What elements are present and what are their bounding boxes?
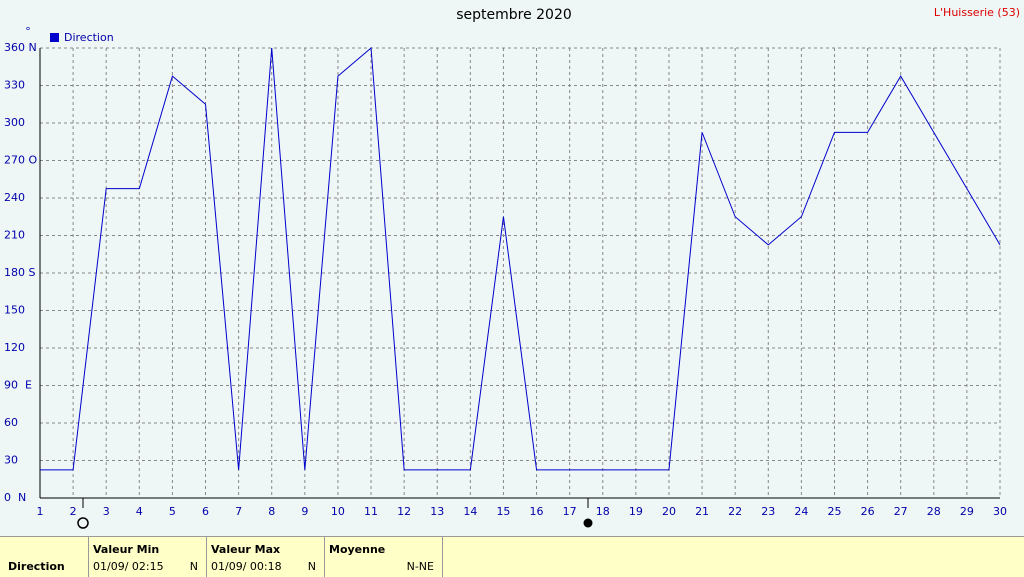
x-tick-label: 1 (37, 505, 44, 518)
y-tick-label: 90 E (4, 379, 32, 392)
x-tick-label: 27 (894, 505, 908, 518)
y-unit: ° (25, 25, 31, 38)
column-header: Valeur Min (93, 543, 160, 556)
y-tick-label: 360 N (4, 41, 37, 54)
min-cell: Valeur Min 01/09/ 02:15 N (88, 537, 207, 577)
x-tick-label: 17 (563, 505, 577, 518)
summary-table: Direction Valeur Min 01/09/ 02:15 N Vale… (0, 536, 1024, 577)
x-tick-label: 15 (496, 505, 510, 518)
mean-cell: Moyenne N-NE (324, 537, 443, 577)
y-tick-label: 210 (4, 229, 25, 242)
x-tick-label: 13 (430, 505, 444, 518)
y-tick-label: 60 (4, 416, 18, 429)
legend-label: Direction (64, 31, 114, 44)
chart: septembre 2020 L'Huisserie (53) ° Direct… (4, 6, 1020, 529)
x-tick-label: 6 (202, 505, 209, 518)
moon-icon (583, 518, 593, 528)
value: N-NE (406, 560, 434, 573)
x-tick-label: 9 (301, 505, 308, 518)
value: N (307, 560, 316, 573)
x-tick-label: 19 (629, 505, 643, 518)
x-tick-label: 30 (993, 505, 1007, 518)
y-tick-label: 150 (4, 304, 25, 317)
column-header: Valeur Max (211, 543, 281, 556)
chart-title: septembre 2020 (456, 7, 572, 23)
x-tick-label: 5 (169, 505, 176, 518)
x-tick-label: 26 (861, 505, 875, 518)
x-tick-label: 16 (530, 505, 544, 518)
data-line (40, 46, 1001, 471)
x-tick-label: 25 (827, 505, 841, 518)
x-tick-label: 8 (268, 505, 275, 518)
y-tick-label: 120 (4, 341, 25, 354)
x-tick-label: 28 (927, 505, 941, 518)
y-tick-label: 0 N (4, 491, 26, 504)
y-tick-label: 180 S (4, 266, 35, 279)
legend-swatch (50, 33, 59, 42)
x-tick-label: 20 (662, 505, 676, 518)
date: 01/09/ 00:18 (211, 560, 282, 573)
x-tick-label: 24 (794, 505, 808, 518)
y-tick-label: 300 (4, 116, 25, 129)
x-tick-label: 22 (728, 505, 742, 518)
x-tick-label: 21 (695, 505, 709, 518)
x-tick-label: 2 (70, 505, 77, 518)
x-tick-label: 3 (103, 505, 110, 518)
value: N (189, 560, 198, 573)
station-name: L'Huisserie (53) (934, 6, 1020, 19)
x-tick-label: 29 (960, 505, 974, 518)
y-tick-label: 270 O (4, 154, 37, 167)
y-tick-label: 240 (4, 191, 25, 204)
x-tick-label: 12 (397, 505, 411, 518)
x-tick-label: 23 (761, 505, 775, 518)
x-tick-label: 14 (463, 505, 477, 518)
date: 01/09/ 02:15 (93, 560, 164, 573)
x-tick-label: 4 (136, 505, 143, 518)
column-header: Moyenne (329, 543, 386, 556)
x-tick-label: 7 (235, 505, 242, 518)
row-label-cell: Direction (0, 537, 89, 577)
row-label: Direction (8, 560, 65, 573)
y-tick-label: 30 (4, 454, 18, 467)
x-tick-label: 10 (331, 505, 345, 518)
max-cell: Valeur Max 01/09/ 00:18 N (206, 537, 325, 577)
x-tick-label: 11 (364, 505, 378, 518)
y-tick-label: 330 (4, 79, 25, 92)
moon-icon (77, 517, 89, 529)
x-tick-label: 18 (596, 505, 610, 518)
